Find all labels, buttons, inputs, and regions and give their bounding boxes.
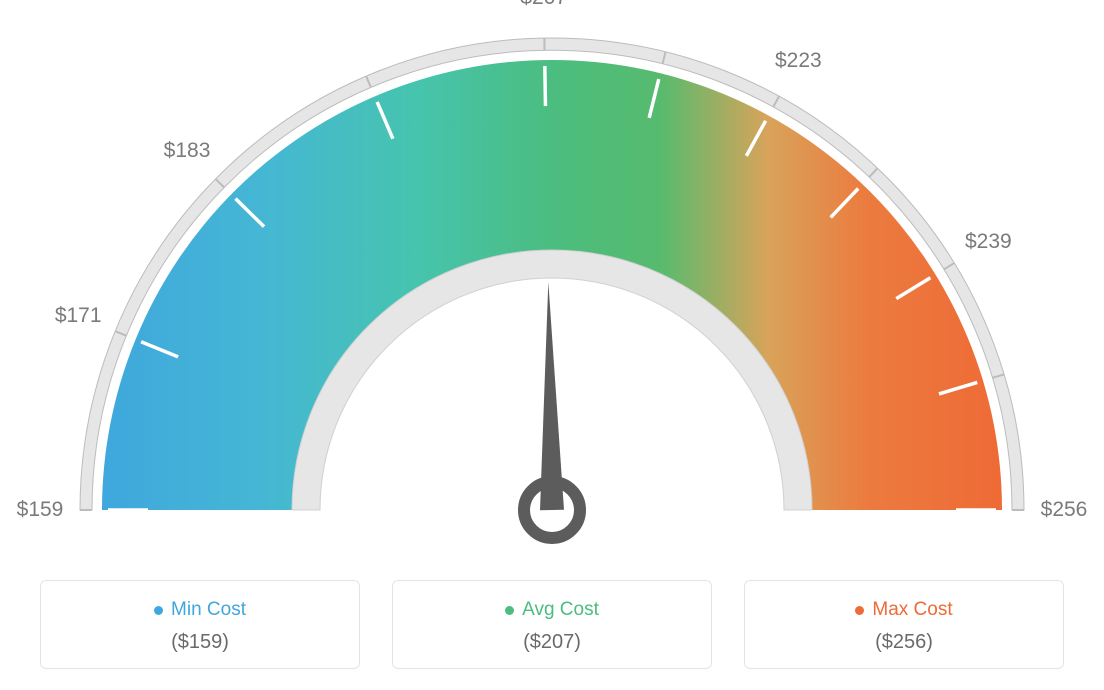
- legend-label-max: Max Cost: [755, 599, 1053, 621]
- gauge-area: $159 $171 $183 $207 $223 $239 $256: [0, 0, 1104, 560]
- legend-card-min: Min Cost ($159): [40, 580, 360, 669]
- tick-label: $239: [965, 230, 1012, 254]
- gauge-svg: [0, 0, 1104, 560]
- legend-dot-max: [855, 606, 864, 615]
- legend-text-avg: Avg Cost: [522, 599, 599, 621]
- legend-value-max: ($256): [755, 631, 1053, 654]
- tick-label: $256: [1041, 498, 1088, 522]
- legend-row: Min Cost ($159) Avg Cost ($207) Max Cost…: [0, 580, 1104, 669]
- tick-label: $171: [55, 304, 102, 328]
- legend-card-max: Max Cost ($256): [744, 580, 1064, 669]
- legend-dot-avg: [505, 606, 514, 615]
- legend-card-avg: Avg Cost ($207): [392, 580, 712, 669]
- legend-dot-min: [154, 606, 163, 615]
- tick-label: $223: [775, 49, 822, 73]
- legend-text-max: Max Cost: [872, 599, 952, 621]
- tick-label: $207: [520, 0, 567, 10]
- legend-value-min: ($159): [51, 631, 349, 654]
- tick: [545, 66, 546, 106]
- cost-gauge-widget: $159 $171 $183 $207 $223 $239 $256 Min Cost ($…: [0, 0, 1104, 690]
- legend-label-min: Min Cost: [51, 599, 349, 621]
- legend-text-min: Min Cost: [171, 599, 246, 621]
- legend-label-avg: Avg Cost: [403, 599, 701, 621]
- legend-value-avg: ($207): [403, 631, 701, 654]
- tick-label: $159: [17, 498, 64, 522]
- tick-label: $183: [164, 139, 211, 163]
- needle: [540, 282, 564, 510]
